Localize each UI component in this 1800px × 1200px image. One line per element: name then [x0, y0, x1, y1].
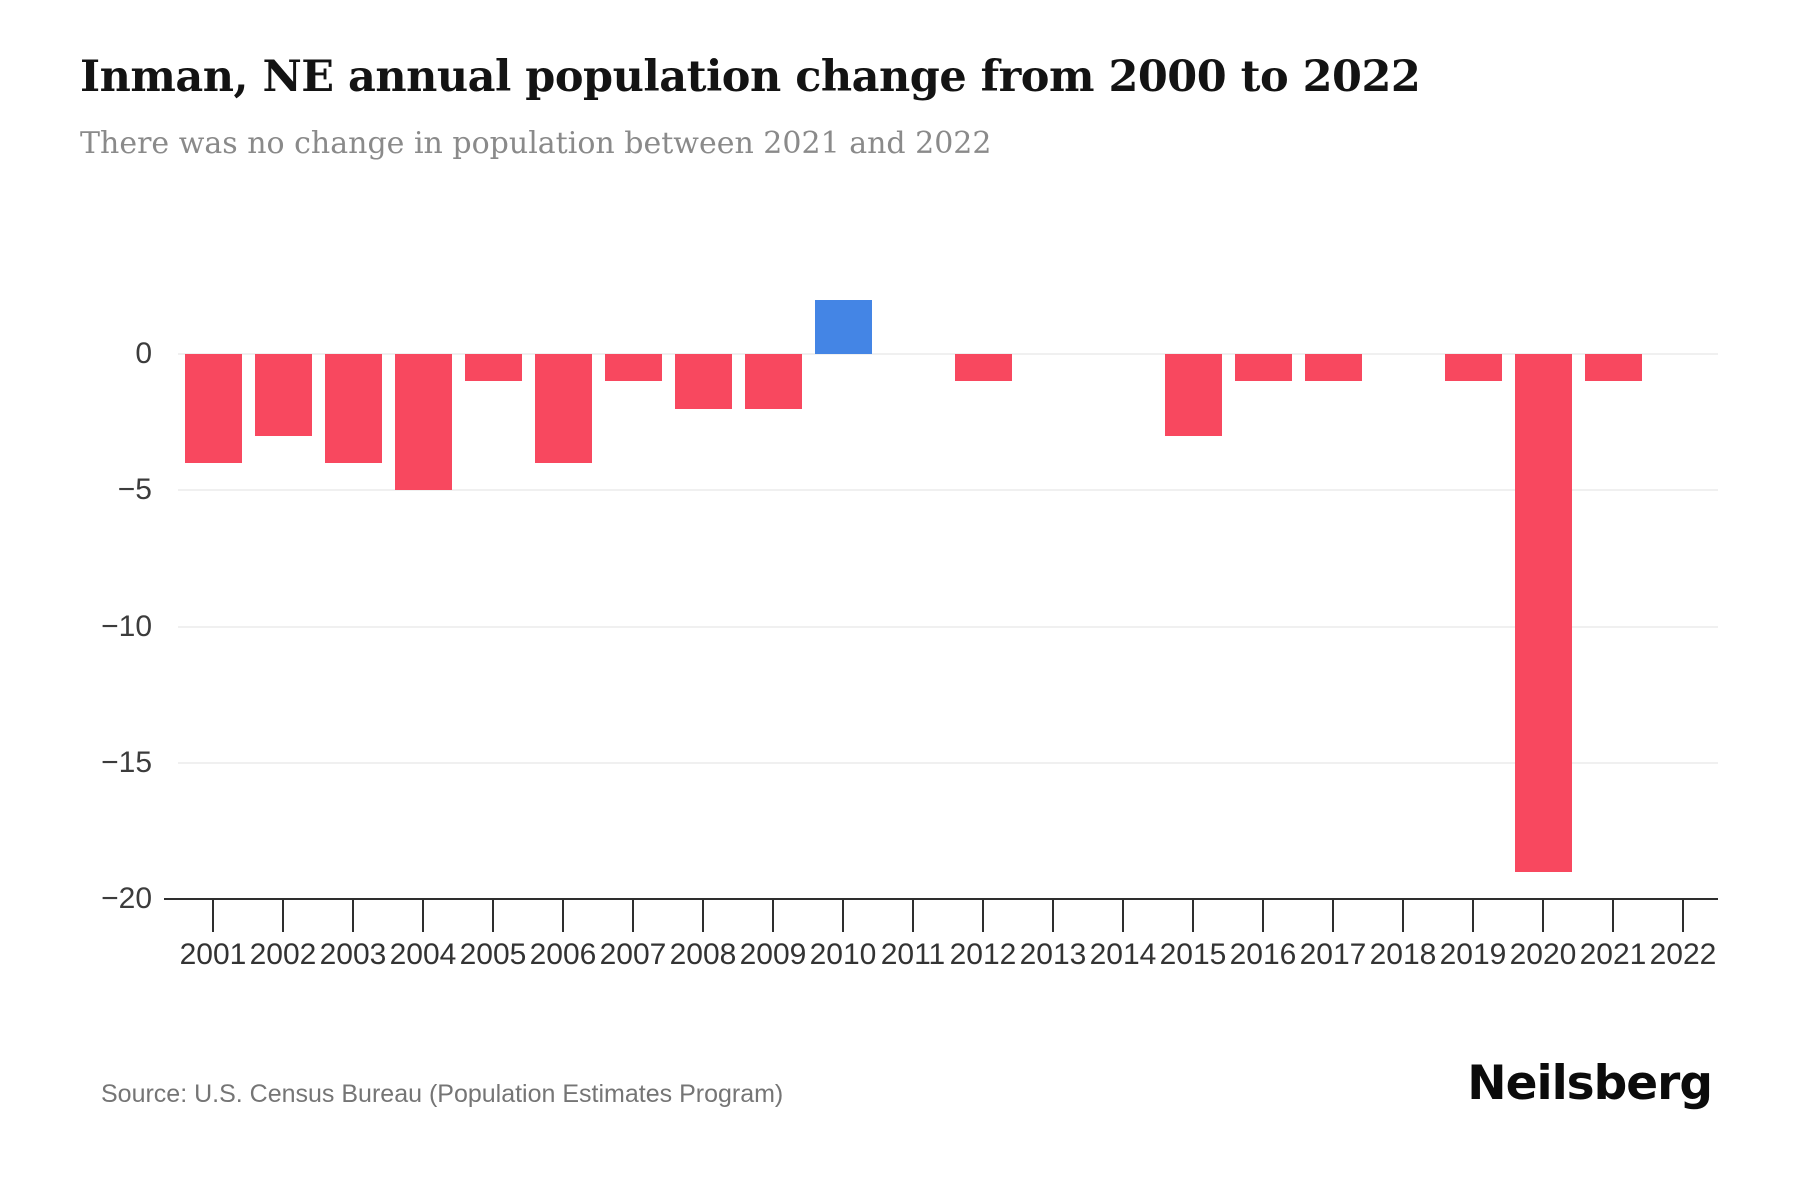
x-tick-2008: [702, 899, 704, 932]
x-tick-2015: [1192, 899, 1194, 932]
bar-2021[interactable]: [1584, 354, 1642, 382]
x-tick-2007: [632, 899, 634, 932]
x-axis-label-2022: 2022: [1649, 938, 1717, 971]
x-tick-2018: [1402, 899, 1404, 932]
x-axis-label-2007: 2007: [599, 938, 667, 971]
gridline-y--15: [178, 761, 1718, 764]
x-tick-2012: [982, 899, 984, 932]
x-tick-2009: [772, 899, 774, 932]
x-axis-label-2009: 2009: [739, 938, 807, 971]
gridline-y-0: [178, 353, 1718, 355]
x-tick-2005: [492, 899, 494, 932]
x-tick-2022: [1682, 899, 1684, 932]
x-axis-label-2018: 2018: [1369, 938, 1437, 971]
x-axis-label-2013: 2013: [1019, 938, 1087, 971]
x-axis-line: [164, 898, 1718, 900]
x-tick-2014: [1122, 899, 1124, 932]
x-tick-2013: [1052, 899, 1054, 932]
bar-2017[interactable]: [1304, 354, 1362, 382]
y-axis-label--15: −15: [101, 745, 152, 779]
x-axis-label-2006: 2006: [529, 938, 597, 971]
page-subtitle: There was no change in population betwee…: [80, 126, 992, 161]
gridline-y--5: [178, 489, 1718, 492]
x-tick-2016: [1262, 899, 1264, 932]
x-tick-2001: [212, 899, 214, 932]
bar-2002[interactable]: [254, 354, 312, 436]
bar-2003[interactable]: [324, 354, 382, 463]
x-axis-label-2011: 2011: [880, 938, 946, 971]
bar-2015[interactable]: [1164, 354, 1222, 436]
x-tick-2019: [1472, 899, 1474, 932]
x-axis-label-2016: 2016: [1229, 938, 1297, 971]
x-axis-label-2020: 2020: [1509, 938, 1577, 971]
x-axis-label-2004: 2004: [389, 938, 457, 971]
x-tick-2011: [912, 899, 914, 932]
x-tick-2004: [422, 899, 424, 932]
x-axis-label-2002: 2002: [249, 938, 317, 971]
neilsberg-logo: Neilsberg: [1467, 1056, 1713, 1111]
bar-2012[interactable]: [954, 354, 1012, 382]
x-axis-label-2010: 2010: [809, 938, 877, 971]
x-tick-2017: [1332, 899, 1334, 932]
bar-2016[interactable]: [1234, 354, 1292, 382]
x-axis-label-2012: 2012: [949, 938, 1017, 971]
y-axis-label--5: −5: [117, 473, 152, 507]
x-tick-2010: [842, 899, 844, 932]
x-axis-label-2017: 2017: [1299, 938, 1367, 971]
source-text: Source: U.S. Census Bureau (Population E…: [101, 1080, 784, 1108]
bar-2010[interactable]: [814, 299, 872, 354]
x-axis-label-2008: 2008: [669, 938, 737, 971]
y-axis-label--10: −10: [101, 609, 152, 643]
x-axis-label-2003: 2003: [319, 938, 387, 971]
bar-2006[interactable]: [534, 354, 592, 463]
bar-2008[interactable]: [674, 354, 732, 409]
bar-2007[interactable]: [604, 354, 662, 382]
bar-2009[interactable]: [744, 354, 802, 409]
y-axis-label--20: −20: [101, 882, 152, 915]
x-tick-2002: [282, 899, 284, 932]
gridline-y--10: [178, 625, 1718, 628]
x-axis-label-2005: 2005: [459, 938, 527, 971]
bar-2001[interactable]: [184, 354, 242, 463]
x-tick-2020: [1542, 899, 1544, 932]
x-tick-2003: [352, 899, 354, 932]
bar-2019[interactable]: [1444, 354, 1502, 382]
x-axis-label-2014: 2014: [1089, 938, 1157, 971]
x-axis-label-2015: 2015: [1159, 938, 1227, 971]
bar-2005[interactable]: [464, 354, 522, 382]
y-axis-label-0: 0: [135, 337, 152, 370]
x-axis-label-2019: 2019: [1439, 938, 1507, 971]
x-axis-label-2021: 2021: [1579, 938, 1647, 971]
page-title: Inman, NE annual population change from …: [80, 52, 1421, 102]
bar-2020[interactable]: [1514, 354, 1572, 872]
x-axis-label-2001: 2001: [179, 938, 247, 971]
x-tick-2006: [562, 899, 564, 932]
bar-2004[interactable]: [394, 354, 452, 491]
x-tick-2021: [1612, 899, 1614, 932]
